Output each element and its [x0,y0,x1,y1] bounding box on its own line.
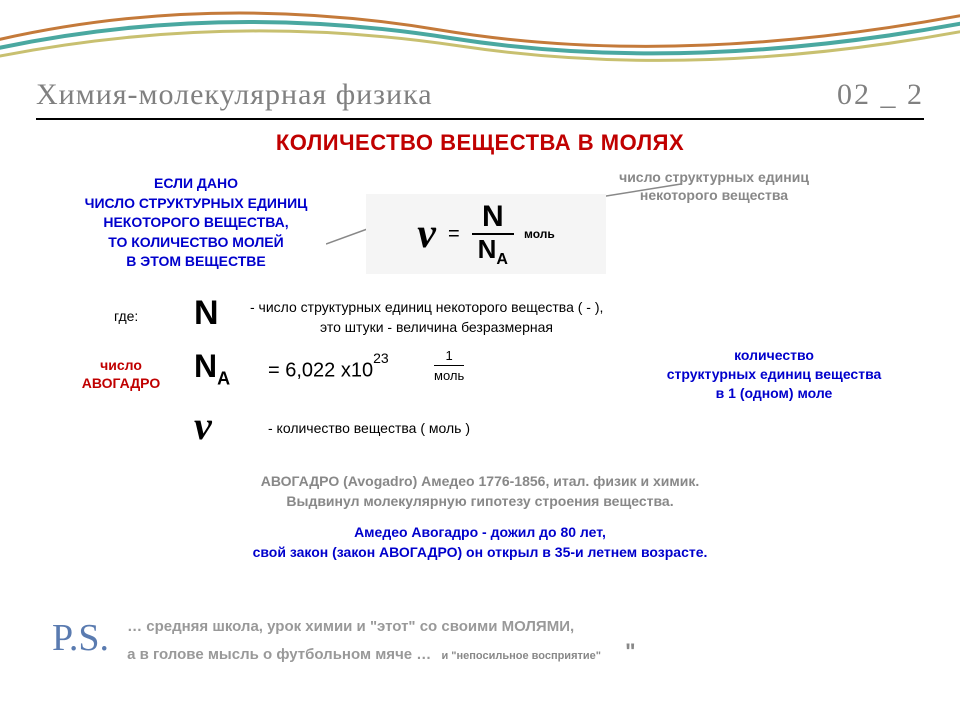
avogadro-row: числоАВОГАДРО NA = 6,022 x1023 1 моль ко… [36,350,924,410]
equals-sign: = [448,223,460,246]
decorative-swoosh [0,0,960,80]
biography-blue: Амедео Авогадро - дожил до 80 лет, свой … [36,523,924,562]
where-row: где: N - число структурных единиц некото… [36,298,924,350]
nu-symbol: ν [417,210,436,258]
nu-row: ν - количество вещества ( моль ) [36,410,924,458]
formula-row: ЕСЛИ ДАНОЧИСЛО СТРУКТУРНЫХ ЕДИНИЦНЕКОТОР… [36,174,924,294]
avogadro-label: числоАВОГАДРО [66,356,176,392]
content-area: КОЛИЧЕСТВО ВЕЩЕСТВА В МОЛЯХ ЕСЛИ ДАНОЧИС… [36,130,924,562]
section-title: КОЛИЧЕСТВО ВЕЩЕСТВА В МОЛЯХ [36,130,924,156]
ps-text: … средняя школа, урок химии и "этот" со … [127,616,924,668]
fraction: N NA [472,200,514,269]
header-title: Химия-молекулярная физика [36,78,433,112]
nu-symbol-2: ν [194,402,212,449]
ps-label: P.S. [52,616,109,660]
na-value: = 6,022 x1023 [268,356,389,383]
n-description: - число структурных единиц некоторого ве… [250,298,603,337]
avogadro-meaning: количествоструктурных единиц веществав 1… [634,346,914,403]
numerator-annotation: число структурных единиц некоторого веще… [594,168,834,204]
main-formula: ν = N NA моль [366,194,606,274]
intro-condition-text: ЕСЛИ ДАНОЧИСЛО СТРУКТУРНЫХ ЕДИНИЦНЕКОТОР… [56,174,336,272]
where-label: где: [114,308,138,324]
formula-unit: моль [524,227,555,241]
biography-gray: АВОГАДРО (Avogadro) Амедео 1776-1856, ит… [36,472,924,511]
fraction-numerator: N [476,200,510,233]
postscript-row: P.S. … средняя школа, урок химии и "этот… [52,616,924,668]
na-symbol: NA [194,348,230,389]
header-bar: Химия-молекулярная физика 02 _ 2 [36,78,924,120]
header-number: 02 _ 2 [837,78,924,112]
n-symbol: N [194,294,219,333]
fraction-denominator: NA [472,235,514,269]
unit-fraction: 1 моль [434,348,464,383]
nu-description: - количество вещества ( моль ) [268,420,470,436]
